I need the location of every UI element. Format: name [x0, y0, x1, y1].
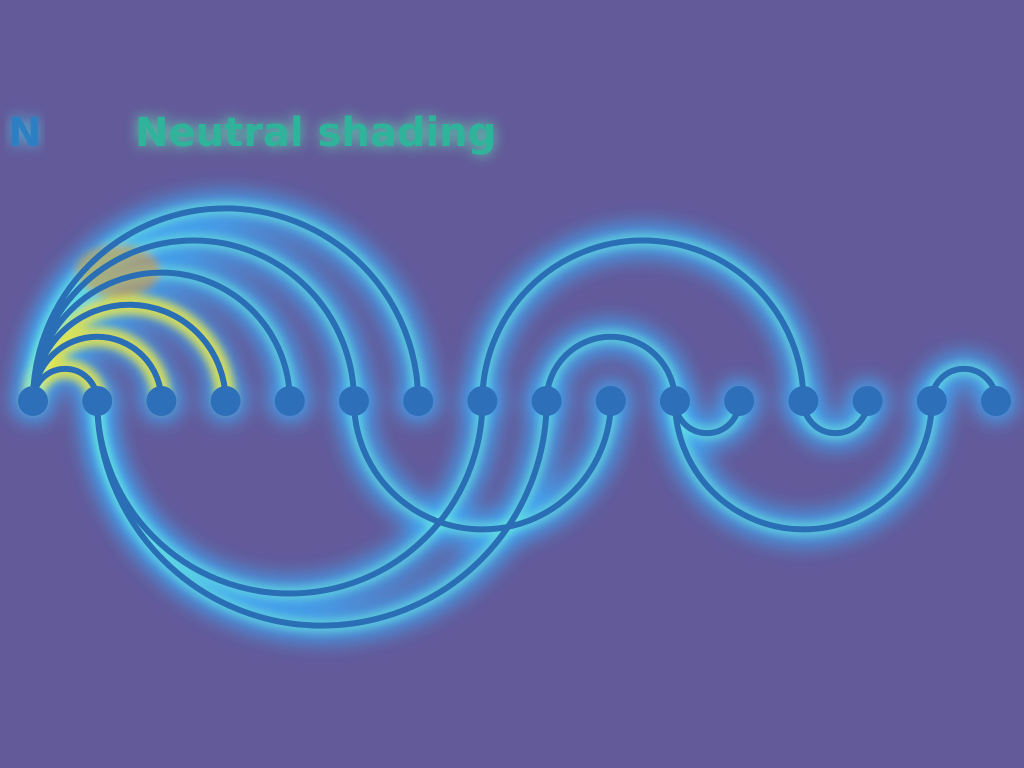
nodes-layer	[18, 386, 1011, 416]
panel-title: Neutral shading	[135, 110, 496, 156]
arc-glow-above-8-13	[465, 223, 821, 418]
node-15	[916, 386, 947, 416]
node-4	[210, 386, 241, 416]
node-2	[82, 386, 113, 416]
node-3	[146, 386, 177, 416]
arc-below-2-9	[94, 398, 550, 629]
node-14	[852, 386, 883, 416]
node-7	[403, 386, 434, 416]
node-1	[18, 386, 48, 416]
arc-above-9-11	[543, 333, 678, 404]
arc-above-8-13	[479, 237, 807, 404]
arc-above-1-6	[30, 237, 357, 404]
node-10	[595, 386, 626, 416]
panel-label-group: N N Neutral shading Neutral shading	[8, 110, 496, 156]
panel-title-glow: Neutral shading	[135, 110, 496, 156]
panel-letter: N	[8, 110, 41, 156]
panel-letter-glow: N	[8, 110, 41, 156]
node-9	[531, 386, 562, 416]
arc-below-11-15	[672, 398, 935, 533]
node-12	[724, 386, 755, 416]
arc-below-6-10	[351, 398, 614, 533]
node-5	[274, 386, 305, 416]
node-13	[788, 386, 819, 416]
node-6	[339, 386, 369, 416]
node-8	[467, 386, 498, 416]
arc-below-2-8	[94, 398, 486, 597]
arcs-layer	[30, 205, 999, 629]
node-11	[660, 386, 690, 416]
arc-above-1-7	[30, 205, 422, 404]
node-16	[981, 386, 1011, 416]
